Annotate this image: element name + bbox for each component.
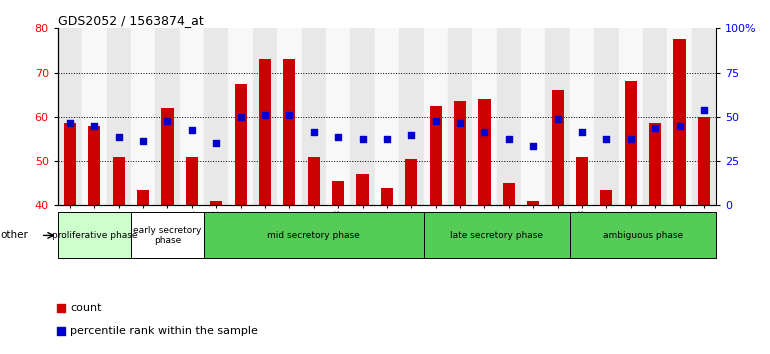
Text: count: count bbox=[70, 303, 102, 313]
Bar bbox=[204, 28, 229, 205]
Point bbox=[430, 118, 442, 124]
Bar bbox=[405, 159, 417, 205]
Text: mid secretory phase: mid secretory phase bbox=[267, 231, 360, 240]
Bar bbox=[253, 28, 277, 205]
Bar bbox=[235, 84, 246, 205]
Bar bbox=[82, 28, 106, 205]
Bar bbox=[674, 39, 685, 205]
Point bbox=[357, 136, 369, 142]
Bar bbox=[375, 28, 399, 205]
Bar bbox=[643, 28, 668, 205]
Bar bbox=[576, 156, 588, 205]
Bar bbox=[58, 212, 131, 258]
Bar bbox=[448, 28, 472, 205]
Bar bbox=[112, 156, 125, 205]
Bar bbox=[497, 28, 521, 205]
Bar bbox=[131, 212, 204, 258]
Bar bbox=[357, 175, 369, 205]
Point bbox=[649, 125, 661, 131]
Point bbox=[503, 136, 515, 142]
Bar bbox=[210, 201, 223, 205]
Text: percentile rank within the sample: percentile rank within the sample bbox=[70, 326, 258, 336]
Bar bbox=[179, 28, 204, 205]
Bar bbox=[283, 59, 296, 205]
Text: ambiguous phase: ambiguous phase bbox=[603, 231, 683, 240]
Bar bbox=[618, 28, 643, 205]
Bar bbox=[454, 101, 466, 205]
Bar bbox=[424, 28, 448, 205]
Point bbox=[283, 112, 296, 118]
Point bbox=[259, 112, 271, 118]
Bar bbox=[229, 28, 253, 205]
Bar bbox=[668, 28, 691, 205]
Bar bbox=[601, 190, 612, 205]
Bar bbox=[106, 28, 131, 205]
Bar bbox=[64, 124, 76, 205]
Point bbox=[88, 123, 100, 129]
Bar bbox=[545, 28, 570, 205]
Point bbox=[405, 132, 417, 137]
Bar bbox=[58, 28, 82, 205]
Text: GDS2052 / 1563874_at: GDS2052 / 1563874_at bbox=[58, 14, 203, 27]
Point bbox=[601, 136, 613, 142]
Bar bbox=[430, 106, 442, 205]
Bar bbox=[698, 117, 710, 205]
Point bbox=[478, 130, 490, 135]
Point bbox=[210, 141, 223, 146]
Bar bbox=[472, 28, 497, 205]
Bar bbox=[162, 108, 173, 205]
Bar bbox=[186, 156, 198, 205]
Bar bbox=[551, 90, 564, 205]
Bar bbox=[326, 28, 350, 205]
Bar bbox=[570, 28, 594, 205]
Bar bbox=[691, 28, 716, 205]
Bar bbox=[350, 28, 375, 205]
Text: other: other bbox=[0, 230, 28, 240]
Bar bbox=[503, 183, 515, 205]
Bar bbox=[594, 28, 618, 205]
Point bbox=[551, 116, 564, 122]
Point bbox=[576, 130, 588, 135]
Point bbox=[186, 127, 198, 133]
Point bbox=[332, 134, 344, 139]
Bar bbox=[381, 188, 393, 205]
Bar bbox=[424, 212, 570, 258]
Bar bbox=[399, 28, 424, 205]
Bar bbox=[156, 28, 179, 205]
Bar bbox=[570, 212, 716, 258]
Bar bbox=[277, 28, 302, 205]
Point bbox=[527, 143, 539, 148]
Bar bbox=[89, 126, 100, 205]
Point bbox=[307, 130, 320, 135]
Bar bbox=[302, 28, 326, 205]
Text: late secretory phase: late secretory phase bbox=[450, 231, 543, 240]
Bar bbox=[131, 28, 156, 205]
Point bbox=[233, 239, 246, 244]
Bar bbox=[137, 190, 149, 205]
Point bbox=[673, 123, 685, 129]
Text: early secretory
phase: early secretory phase bbox=[133, 226, 202, 245]
Point bbox=[454, 121, 466, 126]
Bar bbox=[332, 181, 344, 205]
Point bbox=[624, 136, 637, 142]
Bar bbox=[259, 59, 271, 205]
Point bbox=[234, 114, 246, 120]
Bar bbox=[478, 99, 490, 205]
Bar bbox=[527, 201, 539, 205]
Bar bbox=[649, 124, 661, 205]
Point bbox=[161, 118, 173, 124]
Bar bbox=[521, 28, 545, 205]
Bar bbox=[308, 156, 320, 205]
Point bbox=[233, 26, 246, 32]
Bar bbox=[624, 81, 637, 205]
Point bbox=[112, 134, 125, 139]
Point bbox=[380, 136, 393, 142]
Point bbox=[137, 138, 149, 144]
Point bbox=[64, 121, 76, 126]
Bar bbox=[204, 212, 424, 258]
Text: proliferative phase: proliferative phase bbox=[52, 231, 137, 240]
Point bbox=[698, 107, 710, 113]
